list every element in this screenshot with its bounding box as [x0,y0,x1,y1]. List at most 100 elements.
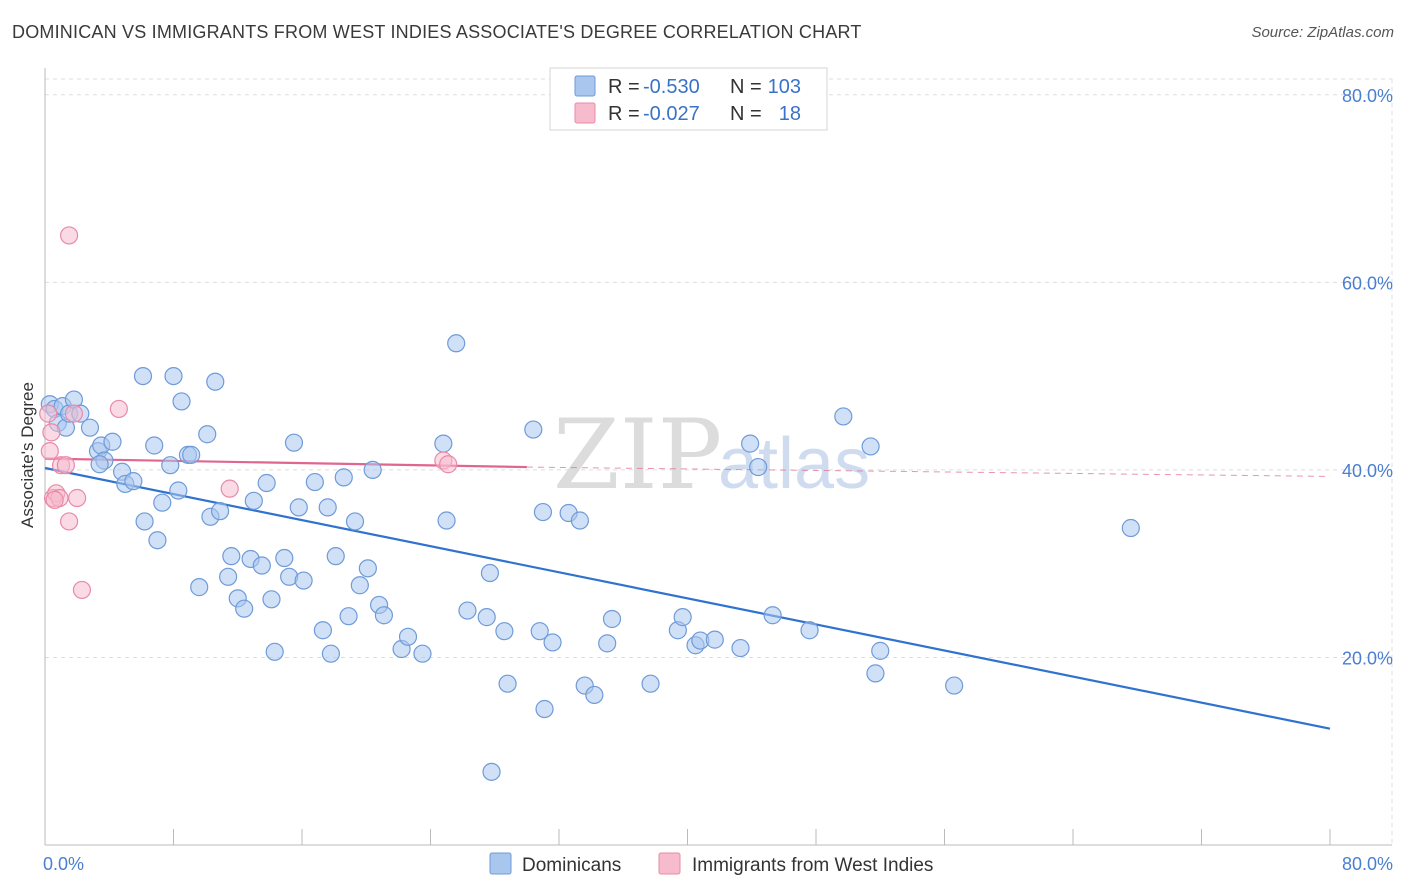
point-west-indies [45,490,64,509]
point-dominicans [318,498,337,517]
point-dominicans [641,674,660,693]
point-west-indies [56,456,75,475]
point-dominicans [800,621,819,640]
point-west-indies [40,442,59,461]
x-tick-label-max: 80.0% [1342,854,1393,874]
point-dominicans [1121,518,1140,538]
point-dominicans [257,473,276,493]
point-dominicans [570,511,589,530]
source-credit: Source: ZipAtlas.com [1251,24,1394,41]
point-dominicans [741,434,760,453]
point-dominicans [458,601,477,620]
point-dominicans [358,559,377,578]
legend-r-label-1: R = [608,76,640,98]
point-west-indies [72,580,92,600]
point-dominicans [482,762,501,781]
point-dominicans [413,644,432,663]
point-dominicans [945,676,964,695]
legend-r-value-2: -0.027 [643,103,700,125]
point-dominicans [190,578,209,597]
bottom-legend-swatch-dominicans [489,852,512,875]
point-west-indies [59,512,79,531]
point-dominicans [535,699,554,719]
y-tick-label: 80.0% [1342,86,1393,106]
point-dominicans [598,634,617,653]
point-dominicans [161,456,180,475]
point-dominicans [731,638,750,658]
bottom-legend-swatch-west-indies [658,852,681,875]
bottom-legend: Dominicans Immigrants from West Indies [489,852,933,876]
watermark-atlas: atlas [718,424,870,504]
y-axis-title: Associate's Degree [18,382,37,528]
x-tick-label-min: 0.0% [43,854,84,874]
point-dominicans [313,621,332,640]
point-dominicans [345,512,365,531]
point-dominicans [206,372,225,391]
point-dominicans [530,622,549,641]
point-dominicans [262,590,281,609]
point-dominicans [477,608,496,627]
trend-line-west-indies-extension [526,466,1331,477]
watermark-zip: ZIP [553,399,722,511]
point-dominicans [153,493,172,512]
point-dominicans [172,392,191,411]
point-west-indies [220,479,239,498]
point-dominicans [294,571,313,590]
trend-line-dominicans [44,466,1331,730]
point-dominicans [339,607,358,626]
point-west-indies [42,423,61,442]
point-dominicans [169,481,188,500]
point-dominicans [133,366,153,386]
point-dominicans [103,432,122,451]
point-dominicans [495,622,514,641]
point-west-indies [39,404,58,423]
point-dominicans [182,445,201,464]
point-dominicans [244,491,263,510]
point-west-indies [439,455,458,474]
point-dominicans [374,606,394,625]
point-dominicans [210,502,230,521]
point-west-indies [64,404,84,423]
point-dominicans [135,512,154,531]
point-west-indies [68,488,87,508]
legend-n-value-1: 103 [768,76,801,98]
point-dominicans [363,460,382,479]
point-west-indies [109,399,128,419]
point-dominicans [80,418,100,437]
point-dominicans [90,455,109,474]
point-dominicans [284,433,304,452]
point-dominicans [275,548,294,568]
point-dominicans [164,366,183,386]
point-dominicans [705,630,724,649]
point-dominicans [148,531,167,550]
chart-title: DOMINICAN VS IMMIGRANTS FROM WEST INDIES… [12,22,862,42]
point-dominicans [334,468,353,487]
point-dominicans [524,420,543,439]
bottom-legend-label-dominicans: Dominicans [522,855,621,876]
point-dominicans [124,472,143,491]
point-dominicans [498,674,517,693]
point-dominicans [289,498,308,517]
point-dominicans [219,567,238,586]
point-dominicans [222,547,241,566]
point-dominicans [326,547,345,566]
point-west-indies [59,226,79,245]
point-dominicans [602,609,622,629]
point-dominicans [543,633,562,652]
point-dominicans [861,437,880,456]
point-dominicans [437,511,456,530]
point-dominicans [350,576,369,595]
point-dominicans [763,606,782,625]
point-dominicans [305,472,324,492]
y-tick-label: 60.0% [1342,273,1393,293]
legend-n-label-2: N = [730,103,762,125]
point-dominicans [265,642,284,661]
legend-swatch-west-indies [574,102,596,124]
point-dominicans [145,436,164,455]
point-dominicans [480,563,500,583]
point-dominicans [398,627,418,646]
point-dominicans [673,608,692,627]
legend-swatch-dominicans [574,75,596,97]
y-tick-label: 40.0% [1342,461,1393,481]
